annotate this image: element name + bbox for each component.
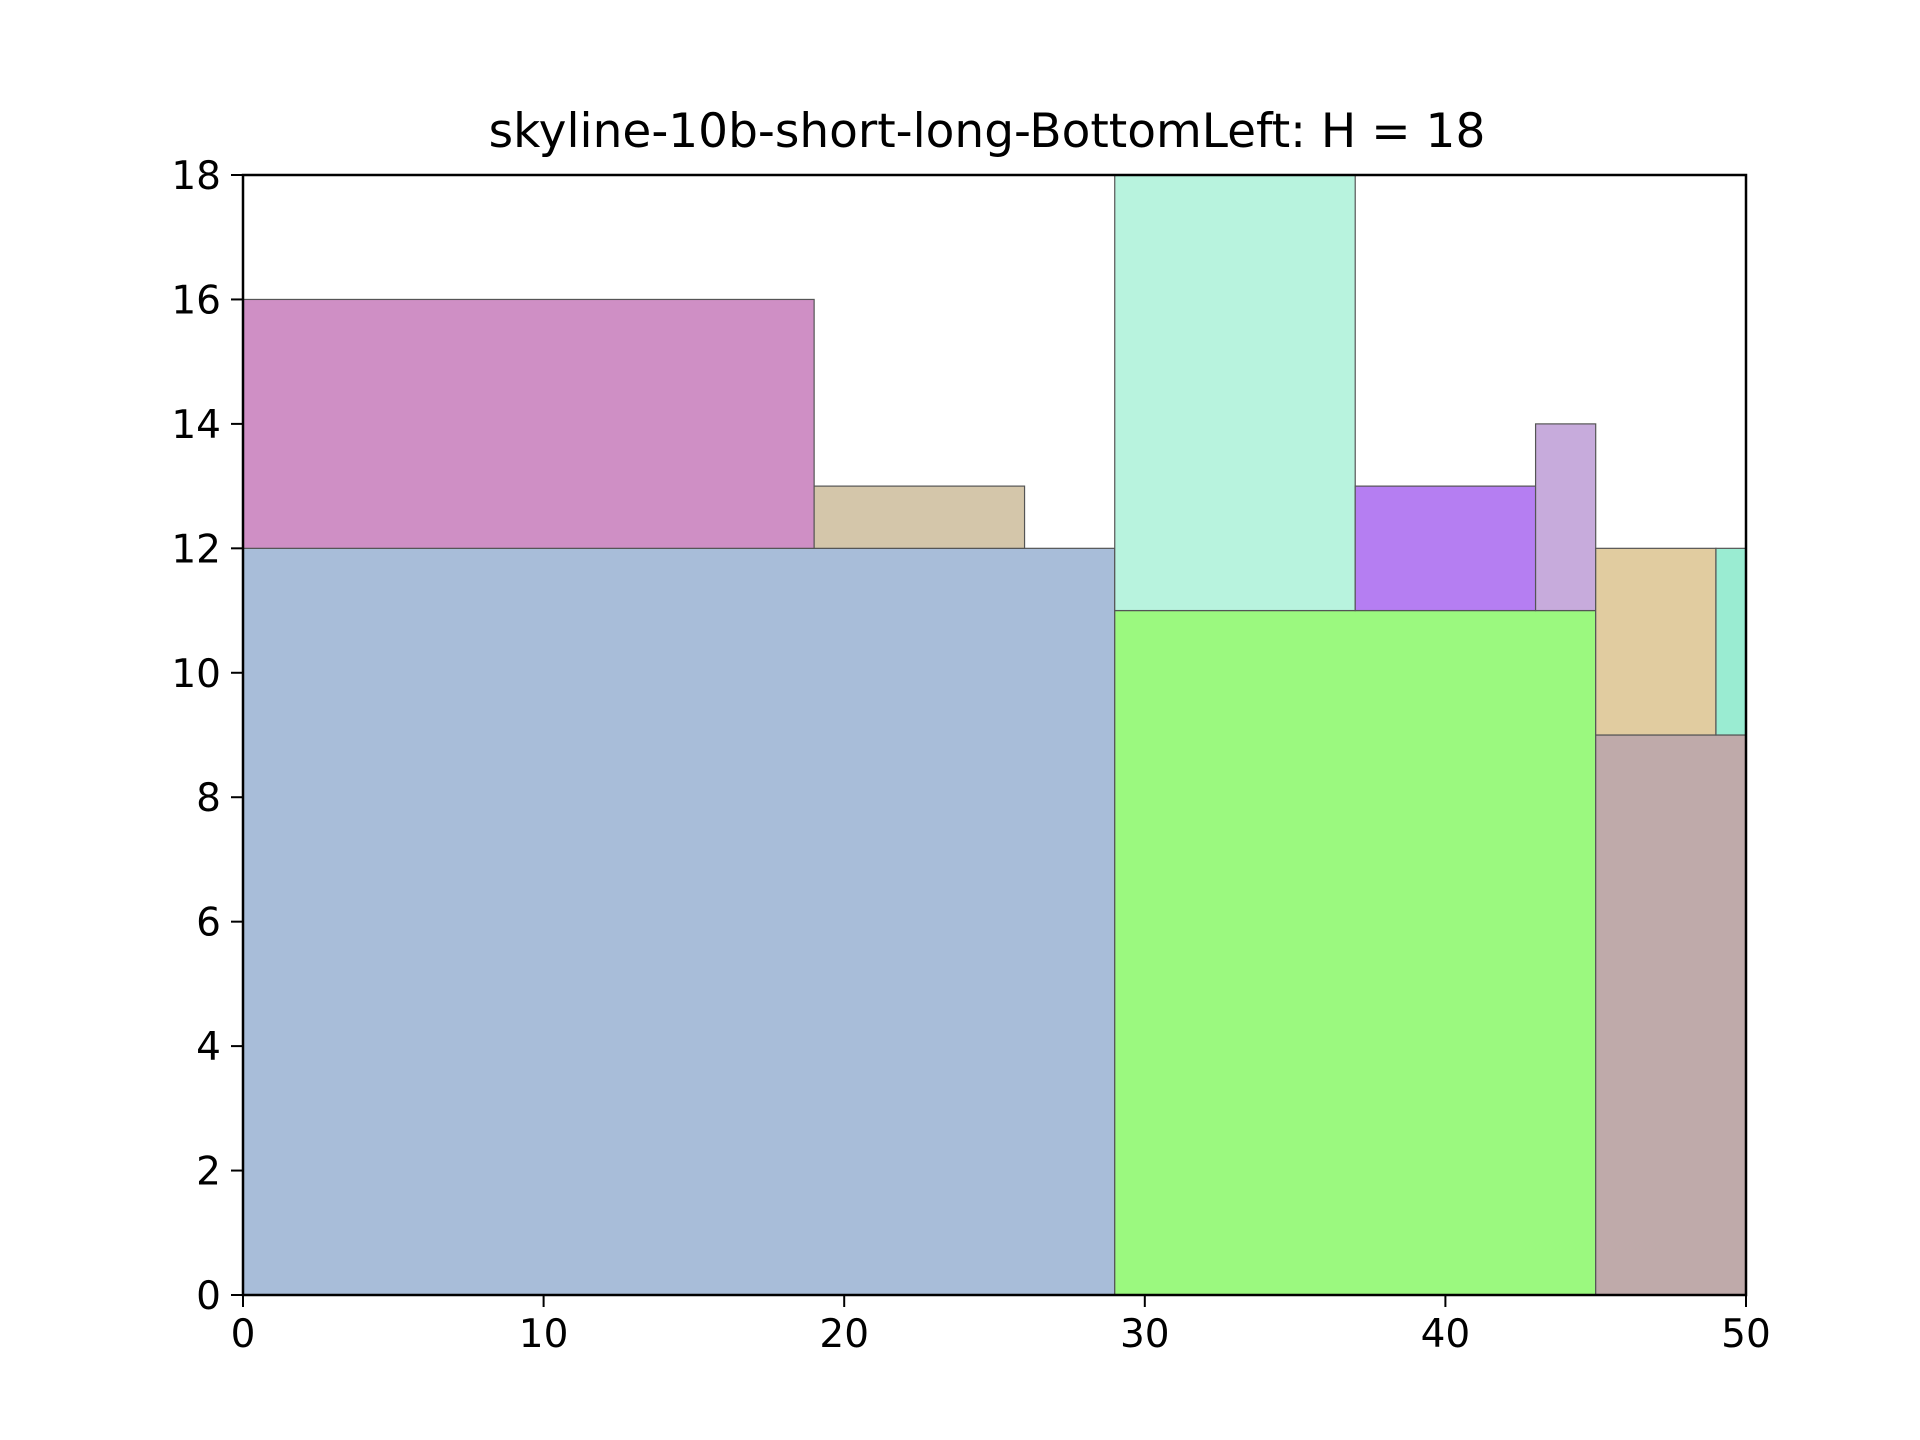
y-tick-label: 16 <box>171 278 221 323</box>
chart-title: skyline-10b-short-long-BottomLeft: H = 1… <box>489 104 1486 159</box>
x-tick-label: 10 <box>519 1312 569 1357</box>
x-tick-label: 30 <box>1120 1312 1170 1357</box>
x-tick-label: 0 <box>231 1312 256 1357</box>
y-tick-label: 10 <box>171 652 221 697</box>
plot-frame <box>241 173 1748 1297</box>
packed-rectangle-9 <box>1595 547 1717 736</box>
y-tick-label: 14 <box>171 403 221 448</box>
packed-rectangle-4 <box>1114 609 1597 1296</box>
packed-rectangle-6 <box>1354 485 1537 612</box>
x-tick-label: 50 <box>1721 1312 1771 1357</box>
rectangles-layer <box>242 174 1747 1296</box>
y-tick-label: 8 <box>196 776 221 821</box>
y-tick-label: 18 <box>171 154 221 199</box>
x-axis: 0 10 20 30 40 50 <box>231 1295 1771 1357</box>
y-tick-label: 4 <box>196 1025 221 1070</box>
y-tick-label: 2 <box>196 1150 221 1195</box>
packed-rectangle-10 <box>1715 547 1747 736</box>
packed-rectangle-3 <box>813 485 1026 549</box>
packed-rectangle-8 <box>1595 734 1747 1296</box>
y-tick-label: 6 <box>196 901 221 946</box>
packed-rectangle-2 <box>242 298 815 549</box>
x-tick-label: 20 <box>819 1312 869 1357</box>
x-tick-label: 40 <box>1421 1312 1471 1357</box>
packed-rectangle-7 <box>1534 423 1597 612</box>
packed-rectangle-1 <box>242 547 1116 1296</box>
y-tick-label: 0 <box>196 1274 221 1319</box>
y-tick-label: 12 <box>171 527 221 572</box>
y-axis: 0 2 4 6 8 10 12 14 16 18 <box>171 154 243 1319</box>
packed-rectangle-5 <box>1114 174 1356 612</box>
